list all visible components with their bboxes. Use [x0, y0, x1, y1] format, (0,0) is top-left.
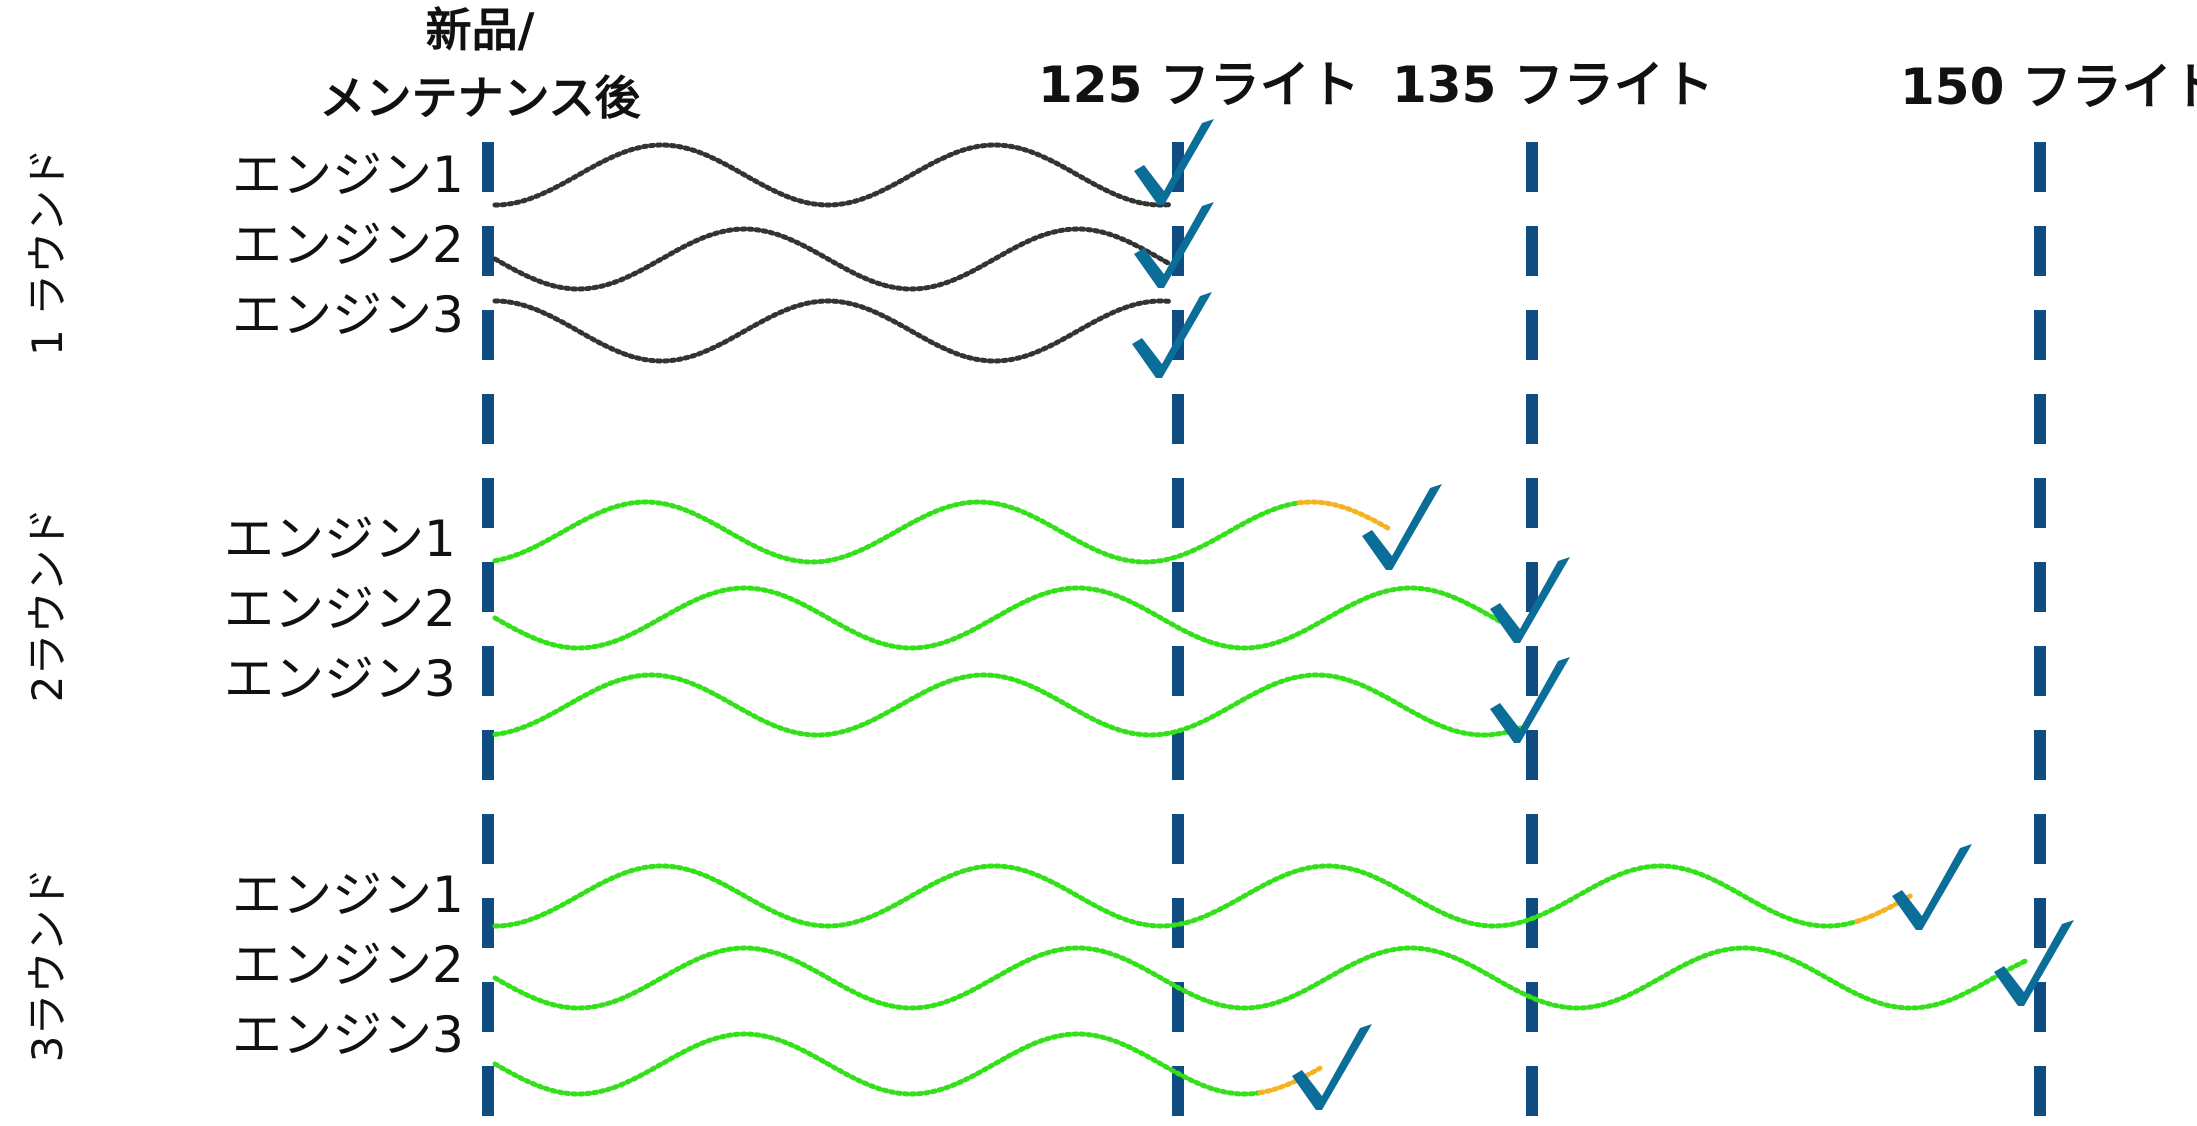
- origin-label-line1: 新品/: [426, 3, 535, 57]
- wave-r3-e2: [495, 948, 2025, 1008]
- milestone-lines: [488, 142, 2040, 1126]
- checkmarks: [1132, 119, 2074, 1110]
- round-label-2: 2ラウンド: [23, 508, 72, 703]
- r2-engine3-label: エンジン3: [224, 650, 456, 708]
- round-label-1: 1 ラウンド: [23, 148, 72, 356]
- r3-engine2-label: エンジン2: [232, 936, 464, 994]
- engine-waves: [495, 145, 2025, 1094]
- origin-label-line2: メンテナンス後: [319, 71, 641, 125]
- r1-engine3-label: エンジン3: [232, 286, 464, 344]
- r1-engine2-label: エンジン2: [232, 216, 464, 274]
- r2-engine1-label: エンジン1: [224, 510, 456, 568]
- r1-engine1-label: エンジン1: [232, 146, 464, 204]
- checkmark-icon: [1292, 1024, 1372, 1110]
- wave-r1-e3: [495, 301, 1170, 361]
- checkmark-icon: [1892, 844, 1972, 930]
- checkmark-icon: [1362, 484, 1442, 570]
- r2-engine2-label: エンジン2: [224, 580, 456, 638]
- wave-r3-e3: [495, 1034, 1260, 1094]
- milestone-label-125: 125 フライト: [1038, 56, 1360, 114]
- wave-warning-r2-e1: [1299, 502, 1389, 529]
- wave-r1-e2: [495, 229, 1170, 289]
- milestone-label-135: 135 フライト: [1392, 56, 1714, 114]
- r3-engine3-label: エンジン3: [232, 1006, 464, 1064]
- milestone-label-150: 150 フライト: [1900, 58, 2197, 116]
- wave-r1-e1: [495, 145, 1170, 205]
- r3-engine1-label: エンジン1: [232, 866, 464, 924]
- wave-r2-e2: [495, 588, 1521, 648]
- wave-r2-e3: [495, 675, 1521, 735]
- round-label-3: 3ラウンド: [23, 868, 72, 1063]
